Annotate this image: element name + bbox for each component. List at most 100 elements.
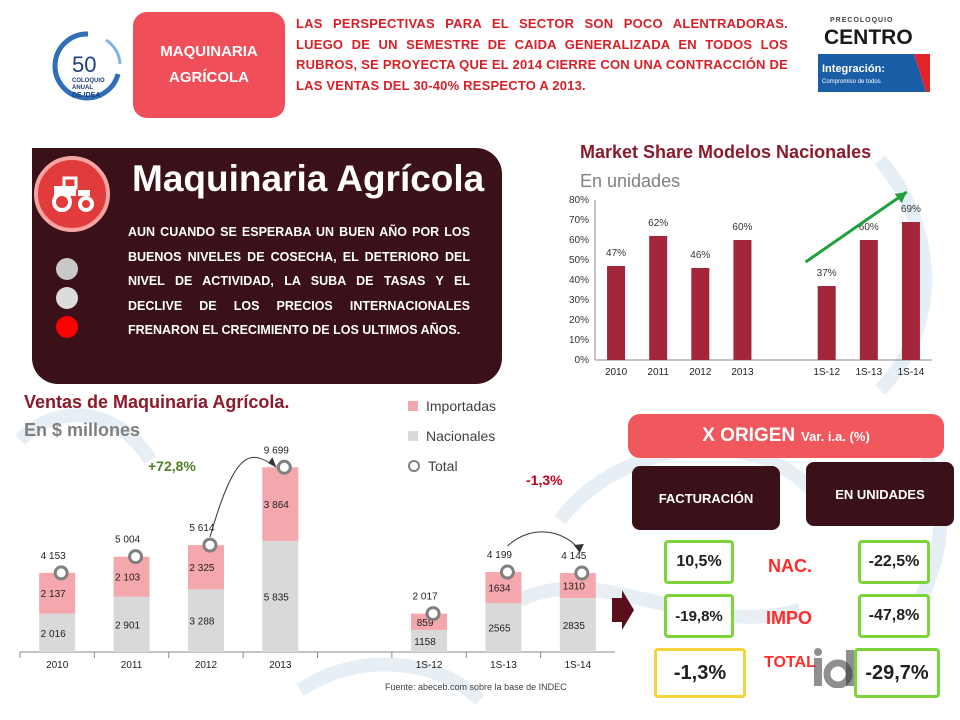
ventas-bar-nacionales <box>39 613 76 652</box>
ms-data-label: 46% <box>690 250 710 261</box>
precoloquio-centro-logo: PRECOLOQUIO CENTRO Integración: Compromi… <box>818 17 930 92</box>
ventas-total-marker <box>202 537 218 553</box>
legend-label-total: Total <box>428 458 458 474</box>
ventas-x-tick: 1S-14 <box>564 660 591 671</box>
nac-facturacion: 10,5% <box>664 540 734 584</box>
ventas-label-nacionales: 2565 <box>488 624 511 635</box>
ms-bar <box>817 286 836 360</box>
idea-watermark-logo <box>814 648 854 688</box>
impo-unidades: -47,8% <box>858 594 930 638</box>
ms-data-label: 47% <box>606 248 626 259</box>
ventas-chart: 2010 2 016 2 137 4 153 2011 2 901 2 103 5 004 20… <box>19 445 615 671</box>
logo-line3: DE IDEA <box>72 92 100 99</box>
logo-line1: COLOQUIO <box>72 78 105 84</box>
ventas-label-importadas: 859 <box>417 618 434 629</box>
ms-bar <box>649 236 668 360</box>
ms-y-tick: 30% <box>569 295 589 306</box>
ms-x-tick: 2010 <box>605 367 628 378</box>
row-label-nac: NAC. <box>768 556 812 576</box>
ventas-bar-nacionales <box>113 596 150 652</box>
ms-y-tick: 60% <box>569 235 589 246</box>
ventas-label-total: 5 004 <box>115 535 140 546</box>
ventas-title: Ventas de Maquinaria Agrícola. <box>24 392 290 412</box>
ventas-growth-curve <box>209 456 277 538</box>
ms-bar <box>607 266 626 360</box>
ms-y-tick: 20% <box>569 315 589 326</box>
ms-y-tick: 0% <box>575 355 590 366</box>
nav-dot-3-active[interactable] <box>56 316 78 338</box>
impo-facturacion: -19,8% <box>664 594 734 638</box>
ventas-x-tick: 1S-13 <box>490 660 517 671</box>
section-tag: MAQUINARIA AGRÍCOLA <box>133 12 285 118</box>
ms-y-tick: 10% <box>569 335 589 346</box>
legend-swatch-nacionales <box>408 431 418 441</box>
legend-label-importadas: Importadas <box>426 398 497 414</box>
ventas-decline-curve <box>507 531 581 552</box>
ventas-bar-nacionales <box>187 589 224 652</box>
ventas-label-importadas: 2 103 <box>115 573 140 584</box>
ms-data-label: 60% <box>859 222 879 233</box>
ms-bar <box>691 268 710 360</box>
ventas-label-importadas: 3 864 <box>264 500 289 511</box>
nav-dot-1[interactable] <box>56 258 78 280</box>
origen-title: X ORIGEN <box>702 425 796 446</box>
ms-x-tick: 2013 <box>731 367 754 378</box>
annotation-growth: +72,8% <box>148 458 196 474</box>
ventas-label-total: 5 614 <box>189 523 214 534</box>
pointer-arrow-icon <box>612 590 634 630</box>
ventas-label-nacionales: 2 016 <box>41 629 66 640</box>
ms-data-label: 37% <box>817 268 837 279</box>
ms-data-label: 60% <box>732 222 752 233</box>
coloquio-50-logo: 50 COLOQUIO ANUAL DE IDEA <box>52 31 122 101</box>
panel-title: Maquinaria Agrícola <box>132 158 485 199</box>
origen-title-suffix: Var. i.a. (%) <box>801 428 870 444</box>
ventas-growth-arrowhead <box>268 457 277 468</box>
ventas-total-marker <box>499 564 515 580</box>
ventas-total-marker <box>276 459 292 475</box>
ms-bar <box>859 240 878 360</box>
col-unidades: EN UNIDADES <box>806 462 954 526</box>
ventas-total-marker <box>574 565 590 581</box>
ventas-label-total: 4 145 <box>561 551 586 562</box>
ms-x-tick: 2011 <box>647 367 669 378</box>
ventas-legend: Importadas Nacionales Total <box>408 398 496 474</box>
ms-x-tick: 1S-14 <box>898 367 925 378</box>
logo-line2: ANUAL <box>72 85 93 91</box>
ventas-label-nacionales: 2835 <box>563 621 586 632</box>
legend-label-nacionales: Nacionales <box>426 428 496 444</box>
source-note: Fuente: abeceb.com sobre la base de INDE… <box>385 682 567 692</box>
ms-data-label: 69% <box>901 204 921 215</box>
ms-y-tick: 50% <box>569 255 589 266</box>
ventas-decline-arrowhead <box>573 544 584 554</box>
nav-dot-2[interactable] <box>56 287 78 309</box>
row-label-total: TOTAL <box>764 654 816 671</box>
ventas-label-nacionales: 2 901 <box>115 620 140 631</box>
ventas-bar-nacionales <box>485 603 522 652</box>
ventas-label-total: 2 017 <box>413 592 438 603</box>
total-facturacion: -1,3% <box>654 648 746 698</box>
ventas-bar-nacionales <box>559 598 596 652</box>
legend-total: Total <box>408 458 496 474</box>
market-share-title: Market Share Modelos Nacionales <box>580 142 872 162</box>
ventas-label-importadas: 2 137 <box>41 589 66 600</box>
logo-number: 50 <box>72 52 96 77</box>
market-share-subtitle: En unidades <box>580 171 681 191</box>
ventas-label-total: 9 699 <box>264 445 289 456</box>
ms-x-tick: 2012 <box>689 367 712 378</box>
ms-bar <box>901 222 920 360</box>
logo-pre: PRECOLOQUIO <box>830 17 894 24</box>
ventas-label-nacionales: 3 288 <box>189 617 214 628</box>
ventas-x-tick: 2011 <box>121 660 143 671</box>
ventas-label-nacionales: 5 835 <box>264 592 289 603</box>
section-tag-line2: AGRÍCOLA <box>169 69 249 86</box>
annotation-decline: -1,3% <box>526 472 563 488</box>
logo-tag-sub: Compromiso de todos <box>822 79 881 85</box>
summary-panel <box>32 148 502 384</box>
ms-trend-arrow <box>804 190 908 264</box>
ventas-bar-importadas <box>113 556 150 597</box>
market-share-chart: 0% 10% 20% 30% 40% 50% 60% 70% 80% 2010 47% 2011 62%… <box>569 190 932 378</box>
ventas-total-marker <box>53 565 69 581</box>
ventas-bar-nacionales <box>262 540 299 652</box>
col-facturacion: FACTURACIÓN <box>632 466 780 530</box>
ms-y-tick: 70% <box>569 215 589 226</box>
